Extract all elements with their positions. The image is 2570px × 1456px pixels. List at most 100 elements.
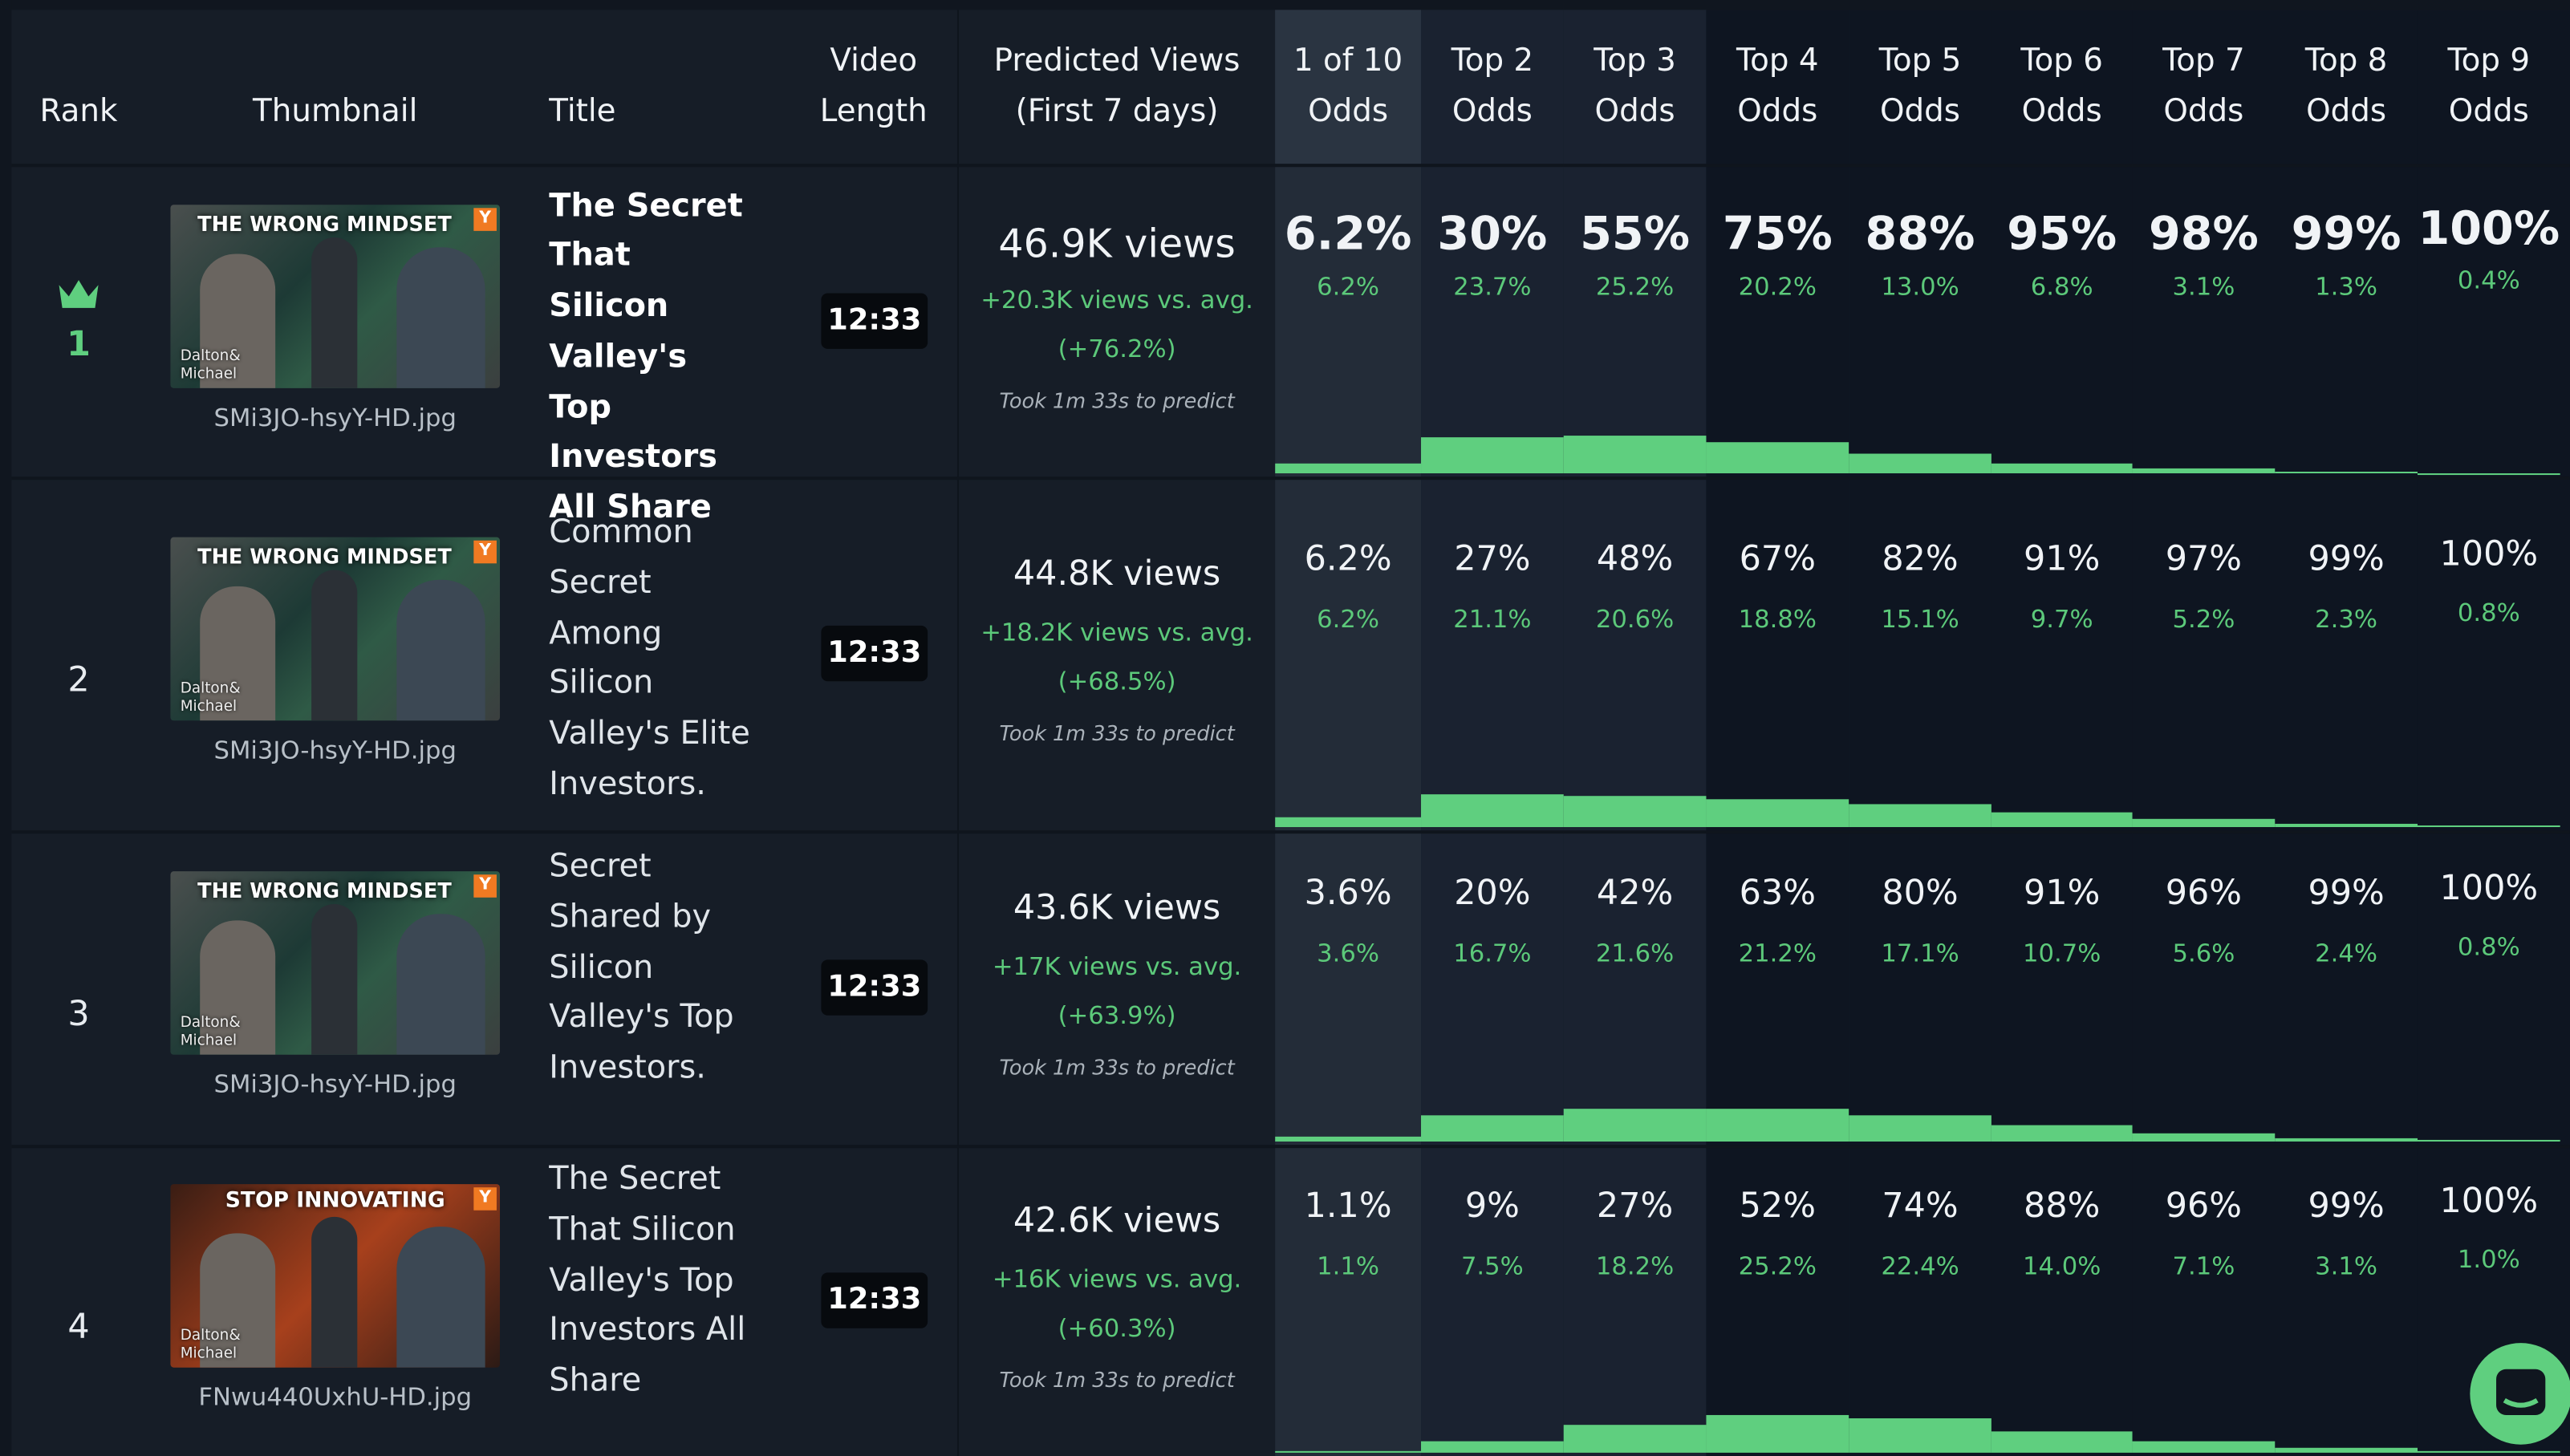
header-line: Thumbnail <box>170 87 500 137</box>
odds-marginal: 13.0% <box>1849 271 1991 301</box>
column-header: Top 4Odds <box>1706 36 1849 138</box>
odds-value: 82% <box>1849 539 1991 578</box>
odds-marginal: 17.1% <box>1849 939 1991 968</box>
video-length: 12:33 <box>821 959 928 1015</box>
odds-value: 6.2% <box>1275 539 1421 578</box>
thumbnail-filename: SMi3JO-hsyY-HD.jpg <box>148 402 523 432</box>
odds-value: 74% <box>1849 1186 1991 1225</box>
odds-marginal: 1.3% <box>2275 271 2418 301</box>
video-length: 12:33 <box>821 292 928 347</box>
thumbnail-badge: Y <box>473 207 497 230</box>
probability-bar <box>2133 468 2276 473</box>
probability-bar <box>1849 804 1991 827</box>
odds-value: 98% <box>2133 205 2276 259</box>
odds-value: 96% <box>2133 1186 2276 1225</box>
odds-marginal: 25.2% <box>1564 271 1707 301</box>
odds-marginal: 21.2% <box>1706 939 1849 968</box>
probability-bar <box>1849 453 1991 473</box>
odds-marginal: 20.2% <box>1706 271 1849 301</box>
column-header: 1 of 10Odds <box>1275 36 1421 138</box>
thumbnail-badge: Y <box>473 874 497 898</box>
probability-bar <box>1564 796 1707 827</box>
odds-marginal: 14.0% <box>1991 1251 2133 1281</box>
views-delta: +17K views vs. avg. <box>959 951 1275 981</box>
odds-marginal: 7.5% <box>1421 1251 1564 1281</box>
odds-value: 100% <box>2418 1181 2560 1220</box>
probability-bar <box>1706 443 1849 473</box>
header-line: Odds <box>2275 87 2418 137</box>
header-line: 1 of 10 <box>1275 36 1421 87</box>
odds-value: 9% <box>1421 1186 1564 1225</box>
thumbnail-headline: THE WRONG MINDSET <box>170 210 478 235</box>
odds-marginal: 0.8% <box>2418 932 2560 962</box>
page: {"header":{"columns":[["Rank"],["Thumbna… <box>0 0 2570 1456</box>
header-line: Rank <box>16 87 140 137</box>
odds-marginal: 5.6% <box>2133 939 2276 968</box>
thumbnail: STOP INNOVATINGYDalton& Michael <box>170 1184 500 1368</box>
thumbnail-person <box>311 904 357 1055</box>
thumbnail: THE WRONG MINDSETYDalton& Michael <box>170 204 500 387</box>
odds-value: 95% <box>1991 205 2133 259</box>
odds-marginal: 3.1% <box>2133 271 2276 301</box>
probability-bar <box>1706 1414 1849 1453</box>
header-line: Top 8 <box>2275 36 2418 87</box>
probability-bar <box>1564 1109 1707 1142</box>
views-delta: +20.3K views vs. avg. <box>959 284 1275 314</box>
views-delta: +18.2K views vs. avg. <box>959 618 1275 647</box>
top-strip <box>0 0 2570 10</box>
header-line: Top 5 <box>1849 36 1991 87</box>
header-line: Odds <box>1991 87 2133 137</box>
probability-bar <box>1421 437 1564 473</box>
predicted-views: 46.9K views <box>959 221 1275 266</box>
video-title: Secret Shared by Silicon Valley's Top In… <box>549 842 753 1093</box>
column-header: Top 7Odds <box>2133 36 2276 138</box>
row-divider <box>11 477 2570 480</box>
thumbnail-names: Dalton& Michael <box>181 1016 250 1052</box>
thumbnail-person <box>396 580 485 721</box>
views-delta-pct: (+63.9%) <box>959 1000 1275 1030</box>
odds-value: 88% <box>1991 1186 2133 1225</box>
probability-bar <box>2275 1138 2418 1142</box>
column-header: Predicted Views(First 7 days) <box>959 36 1275 138</box>
probability-bar <box>1849 1116 1991 1142</box>
odds-value: 67% <box>1706 539 1849 578</box>
predicted-views: 43.6K views <box>959 888 1275 927</box>
probability-bar <box>1275 1136 1421 1142</box>
chat-button[interactable] <box>2455 1341 2570 1456</box>
header-line: Title <box>549 87 745 137</box>
views-delta-pct: (+60.3%) <box>959 1313 1275 1343</box>
header-line: Top 9 <box>2418 36 2560 87</box>
odds-marginal: 10.7% <box>1991 939 2133 968</box>
header-line: (First 7 days) <box>959 87 1275 137</box>
column-header: Top 6Odds <box>1991 36 2133 138</box>
odds-value: 55% <box>1564 205 1707 259</box>
odds-value: 100% <box>2418 201 2560 254</box>
thumbnail-person <box>396 1227 485 1368</box>
odds-value: 91% <box>1991 873 2133 912</box>
odds-marginal: 2.3% <box>2275 604 2418 634</box>
probability-bar <box>2275 472 2418 473</box>
odds-marginal: 9.7% <box>1991 604 2133 634</box>
probability-bar <box>1275 464 1421 473</box>
crown-icon <box>54 274 103 314</box>
views-delta-pct: (+68.5%) <box>959 667 1275 696</box>
odds-value: 27% <box>1564 1186 1707 1225</box>
header-line: Odds <box>1564 87 1707 137</box>
rank: 4 <box>16 1307 140 1346</box>
thumbnail-filename: SMi3JO-hsyY-HD.jpg <box>148 736 523 765</box>
odds-value: 96% <box>2133 873 2276 912</box>
column-header: Top 8Odds <box>2275 36 2418 138</box>
odds-marginal: 22.4% <box>1849 1251 1991 1281</box>
row-divider <box>11 830 2570 833</box>
odds-marginal: 18.2% <box>1564 1251 1707 1281</box>
header-line: Video <box>800 36 948 87</box>
header-line: Odds <box>1849 87 1991 137</box>
thumbnail-names: Dalton& Michael <box>181 681 250 717</box>
column-header: Title <box>549 87 745 137</box>
probability-bar <box>2418 825 2560 826</box>
odds-value: 30% <box>1421 205 1564 259</box>
odds-marginal: 15.1% <box>1849 604 1991 634</box>
rank: 2 <box>16 660 140 700</box>
odds-marginal: 0.8% <box>2418 598 2560 627</box>
